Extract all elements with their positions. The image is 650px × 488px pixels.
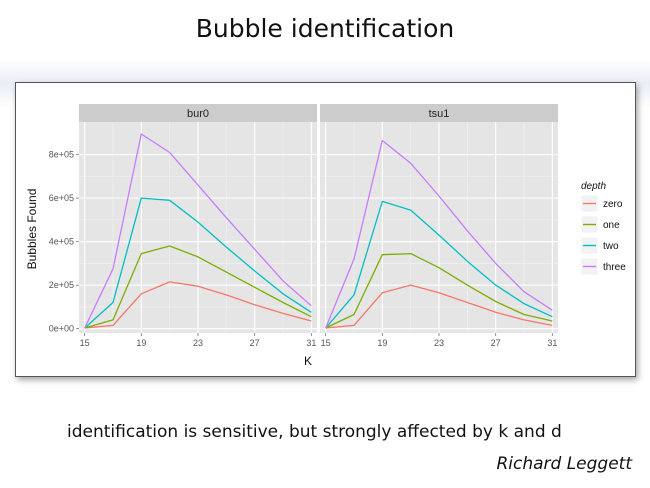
series-line-bur0-two <box>84 197 312 329</box>
series-line-bur0-one <box>84 245 312 329</box>
y-tick-label: 4e+05 <box>49 237 74 247</box>
series-line-tsu1-three <box>325 139 553 329</box>
legend: depth zero one two three <box>580 181 626 276</box>
x-tick-label: 15 <box>321 338 331 348</box>
x-tick-label: 19 <box>136 338 146 348</box>
x-tick-label: 23 <box>193 338 203 348</box>
x-tick-label: 31 <box>547 338 557 348</box>
y-tick-label: 2e+05 <box>49 280 74 290</box>
legend-label-two: two <box>603 241 619 252</box>
series-line-bur0-three <box>84 133 312 329</box>
series-line-bur0-zero <box>84 281 312 329</box>
slide-author: Richard Leggett <box>496 454 632 474</box>
facet-label-tsu1: tsu1 <box>429 108 450 120</box>
y-tick-label: 6e+05 <box>49 193 74 203</box>
x-tick-label: 15 <box>80 338 90 348</box>
facet-label-bur0: bur0 <box>187 108 209 120</box>
series-line-tsu1-zero <box>325 284 553 329</box>
facet-strip-tsu1 <box>320 104 558 122</box>
y-tick-label: 8e+05 <box>49 150 74 160</box>
x-tick-label: 23 <box>434 338 444 348</box>
x-tick-label: 27 <box>250 338 260 348</box>
slide-title: Bubble identification <box>195 14 455 43</box>
legend-label-three: three <box>603 262 626 273</box>
x-tick-label: 19 <box>377 338 387 348</box>
legend-items: zero one two three <box>580 194 626 276</box>
chart-figure: bur0 tsu1 15 19 23 27 31 15 19 23 27 31 0e+00 2e+05… <box>15 82 636 377</box>
slide-caption: identification is sensitive, but strongl… <box>67 422 562 442</box>
series-line-tsu1-one <box>325 252 553 329</box>
facet-strip-bur0 <box>79 104 317 122</box>
tick-layer: 15 19 23 27 31 15 19 23 27 31 0e+00 2e+05 4e+05 6e+05… <box>49 150 558 348</box>
x-tick-label: 31 <box>306 338 316 348</box>
x-axis-title: K <box>304 354 312 368</box>
y-axis-title: Bubbles Found <box>25 189 39 270</box>
series-line-tsu1-two <box>325 200 553 329</box>
y-tick-label: 0e+00 <box>49 324 74 334</box>
x-tick-label: 27 <box>491 338 501 348</box>
legend-label-one: one <box>603 220 620 231</box>
faceted-line-chart: bur0 tsu1 15 19 23 27 31 15 19 23 27 31 0e+00 2e+05… <box>25 104 626 368</box>
legend-label-zero: zero <box>603 199 623 210</box>
series-layer <box>84 133 553 329</box>
legend-title: depth <box>581 181 606 192</box>
